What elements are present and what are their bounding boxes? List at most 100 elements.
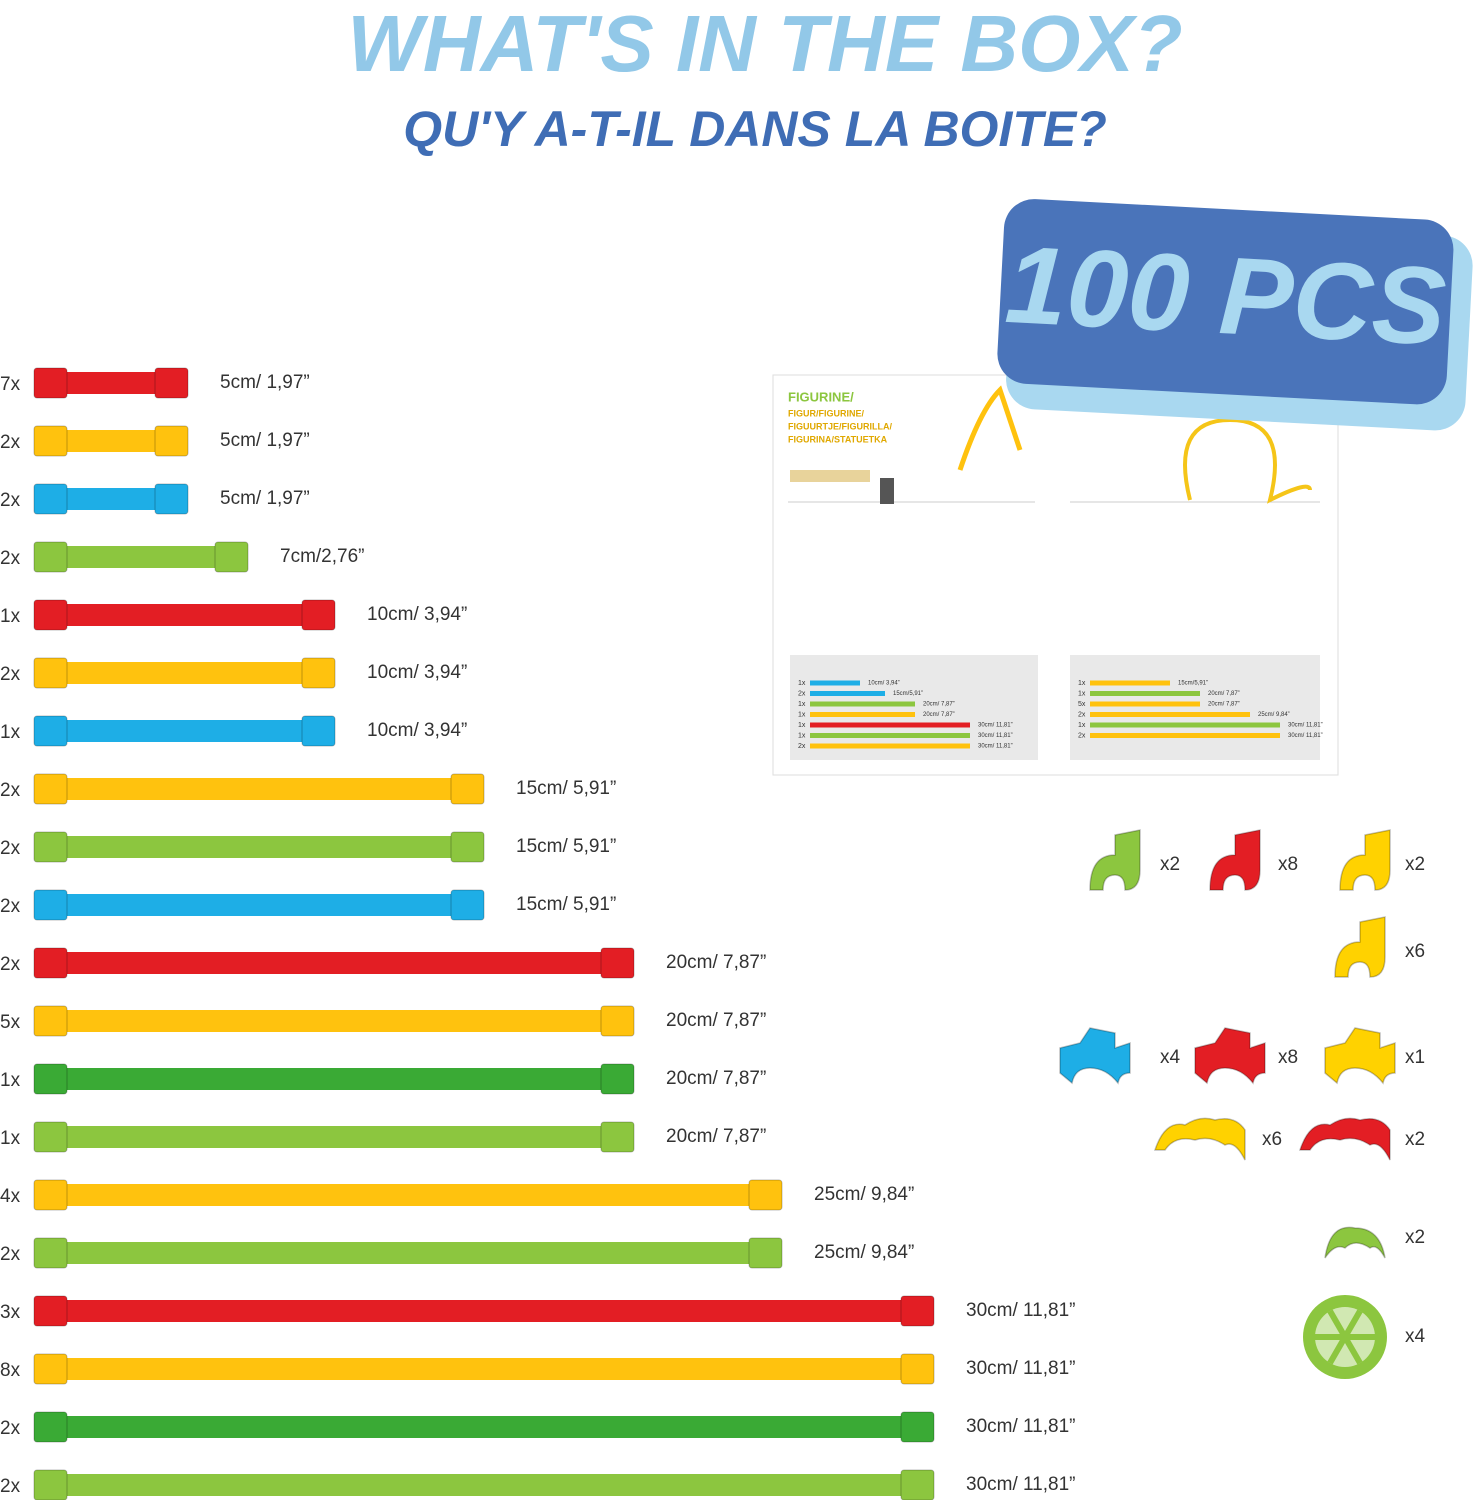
rod xyxy=(33,1353,935,1385)
rod-body xyxy=(44,604,325,626)
connector-count: x2 xyxy=(1160,854,1180,875)
rod-label: 15cm/ 5,91” xyxy=(516,778,616,799)
rod-count: 1x xyxy=(0,606,21,627)
mini-label: 30cm/ 11,81” xyxy=(978,723,1013,729)
mini-label: 30cm/ 11,81” xyxy=(978,744,1013,750)
rod-cap xyxy=(154,425,189,457)
connector-count: x1 xyxy=(1405,1047,1425,1068)
mini-rod xyxy=(810,733,970,738)
connector xyxy=(1324,1226,1386,1259)
wheel-spoke xyxy=(1342,1335,1363,1365)
rod-cap xyxy=(600,947,635,979)
mini-rod xyxy=(1090,680,1170,686)
rod-count: 2x xyxy=(0,954,21,975)
rod-count: 2x xyxy=(0,896,21,917)
rod-count: 1x xyxy=(0,722,21,743)
rod-cap xyxy=(450,773,485,805)
connector-count: x2 xyxy=(1405,1227,1425,1248)
parts-box xyxy=(1070,655,1320,760)
connector xyxy=(1324,1027,1396,1085)
wheel-spoke xyxy=(1327,1335,1348,1365)
rod-cap xyxy=(748,1179,783,1211)
rod-cap xyxy=(33,773,68,805)
rod-body xyxy=(44,1242,772,1264)
wheel-spoke xyxy=(1342,1309,1363,1339)
parts-box xyxy=(790,655,1038,760)
rod-cap xyxy=(33,1237,68,1269)
manual-subheading: FIGURINA/STATUETKA xyxy=(788,434,888,444)
badge: 100 PCS xyxy=(997,199,1473,431)
mini-label: 15cm/5,91” xyxy=(1178,681,1208,687)
rod xyxy=(33,773,485,805)
rod-label: 15cm/ 5,91” xyxy=(516,894,616,915)
rod xyxy=(33,599,336,631)
title: WHAT'S IN THE BOX? xyxy=(347,0,1182,88)
rod-cap xyxy=(33,483,68,515)
mini-count: 1x xyxy=(1078,680,1086,687)
rod xyxy=(33,1179,783,1211)
rod-cap xyxy=(33,1411,68,1443)
rod xyxy=(33,889,485,921)
rod-cap xyxy=(154,483,189,515)
connector-count: x6 xyxy=(1262,1129,1282,1150)
rod-cap xyxy=(33,715,68,747)
mini-rod xyxy=(810,691,885,696)
rod xyxy=(33,541,249,573)
rod-count: 2x xyxy=(0,1476,21,1497)
mini-rod xyxy=(810,680,860,686)
rod-cap xyxy=(600,1121,635,1153)
connector xyxy=(1089,829,1141,891)
rod xyxy=(33,1063,635,1095)
rod-body xyxy=(44,662,325,684)
mini-count: 2x xyxy=(1078,711,1086,718)
rod-body xyxy=(44,836,474,858)
mini-label: 10cm/ 3,94” xyxy=(868,681,900,687)
bin xyxy=(880,478,894,504)
rod-label: 10cm/ 3,94” xyxy=(367,720,467,741)
rod-label: 7cm/2,76” xyxy=(280,546,364,567)
rod-cap xyxy=(154,367,189,399)
rod-cap xyxy=(33,599,68,631)
subtitle: QU'Y A-T-IL DANS LA BOITE? xyxy=(403,101,1107,157)
connector-count: x4 xyxy=(1405,1326,1426,1347)
mini-rod xyxy=(1090,722,1280,728)
rod-count: 2x xyxy=(0,780,21,801)
rod-body xyxy=(44,952,624,974)
mini-rod xyxy=(810,722,970,728)
rod-count: 2x xyxy=(0,664,21,685)
rod-label: 30cm/ 11,81” xyxy=(966,1416,1075,1437)
rod xyxy=(33,1121,635,1153)
mini-label: 20cm/ 7,87” xyxy=(1208,691,1240,697)
connector xyxy=(1339,829,1391,891)
rod-cap xyxy=(33,657,68,689)
rod-count: 7x xyxy=(0,374,21,395)
rod-cap xyxy=(33,889,68,921)
mini-label: 20cm/ 7,87” xyxy=(923,702,955,708)
figure xyxy=(957,385,1023,471)
rod-cap xyxy=(900,1411,935,1443)
rod-count: 1x xyxy=(0,1070,21,1091)
badge-text: 100 PCS xyxy=(1003,223,1449,369)
mini-count: 1x xyxy=(798,732,806,739)
mini-count: 5x xyxy=(1078,701,1086,708)
connector-count: x6 xyxy=(1405,941,1425,962)
rod-label: 10cm/ 3,94” xyxy=(367,604,467,625)
rod-body xyxy=(44,1068,624,1090)
mini-rod xyxy=(810,743,970,749)
mini-count: 1x xyxy=(1078,722,1086,729)
rod-body xyxy=(44,1300,924,1322)
rod-label: 25cm/ 9,84” xyxy=(814,1242,914,1263)
rod-label: 25cm/ 9,84” xyxy=(814,1184,914,1205)
rod-body xyxy=(44,1358,924,1380)
rod xyxy=(33,831,485,863)
mini-count: 1x xyxy=(798,722,806,729)
connector xyxy=(1298,1117,1391,1161)
mini-label: 20cm/ 7,87” xyxy=(923,712,955,718)
rod-count: 2x xyxy=(0,838,21,859)
mini-label: 15cm/5,91” xyxy=(893,691,923,697)
connector xyxy=(1334,916,1386,978)
mini-count: 1x xyxy=(798,701,806,708)
rod-cap xyxy=(900,1295,935,1327)
rod-cap xyxy=(33,1295,68,1327)
rod-count: 2x xyxy=(0,548,21,569)
